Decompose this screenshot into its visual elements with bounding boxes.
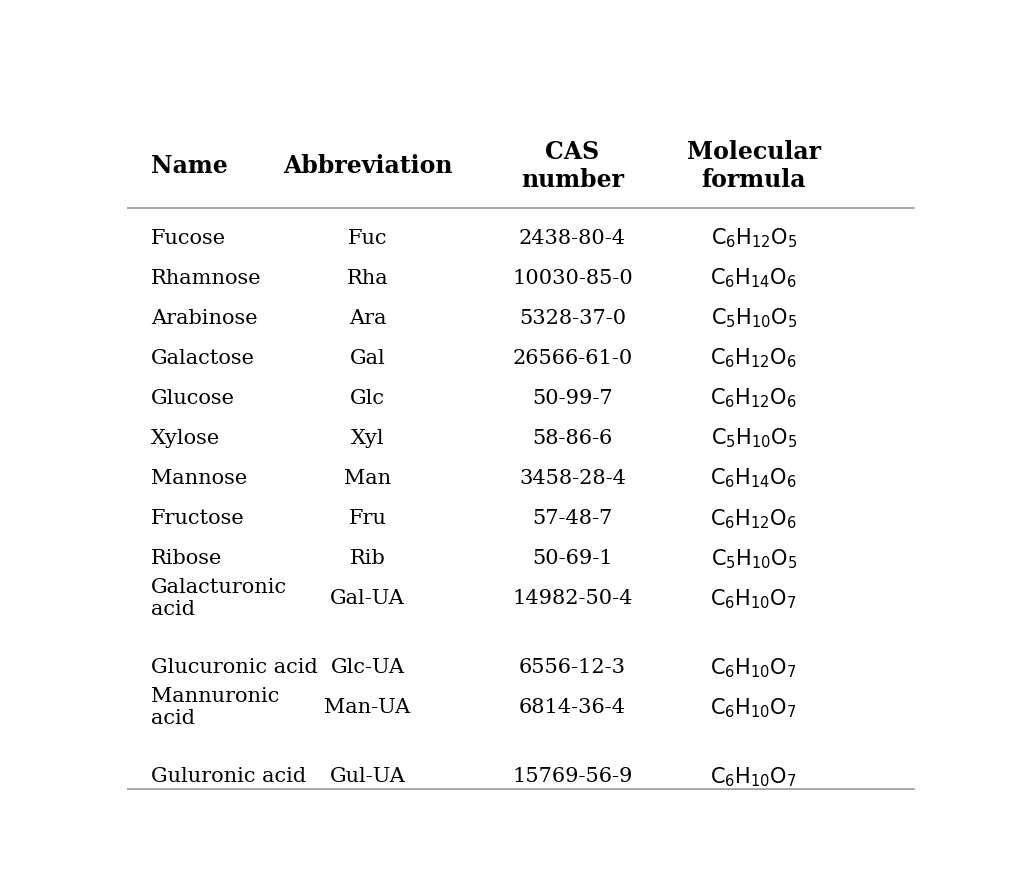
Text: 50-99-7: 50-99-7 <box>532 389 613 409</box>
Text: 5328-37-0: 5328-37-0 <box>519 309 626 328</box>
Text: Gal-UA: Gal-UA <box>331 590 405 608</box>
Text: Fructose: Fructose <box>151 509 244 529</box>
Text: $\mathregular{C_5H_{10}O_5}$: $\mathregular{C_5H_{10}O_5}$ <box>711 306 797 331</box>
Text: $\mathregular{C_6H_{14}O_6}$: $\mathregular{C_6H_{14}O_6}$ <box>710 467 797 490</box>
Text: Ribose: Ribose <box>151 549 222 568</box>
Text: $\mathregular{C_6H_{10}O_7}$: $\mathregular{C_6H_{10}O_7}$ <box>711 587 797 610</box>
Text: 15769-56-9: 15769-56-9 <box>513 767 633 787</box>
Text: 14982-50-4: 14982-50-4 <box>513 590 633 608</box>
Text: Man: Man <box>344 470 392 488</box>
Text: $\mathregular{C_6H_{12}O_5}$: $\mathregular{C_6H_{12}O_5}$ <box>711 227 797 250</box>
Text: 26566-61-0: 26566-61-0 <box>513 349 633 368</box>
Text: $\mathregular{C_6H_{10}O_7}$: $\mathregular{C_6H_{10}O_7}$ <box>711 656 797 679</box>
Text: Xylose: Xylose <box>151 429 220 448</box>
Text: Glucuronic acid: Glucuronic acid <box>151 659 317 677</box>
Text: Xyl: Xyl <box>351 429 384 448</box>
Text: 6814-36-4: 6814-36-4 <box>519 698 625 718</box>
Text: Name: Name <box>151 154 228 178</box>
Text: $\mathregular{C_6H_{12}O_6}$: $\mathregular{C_6H_{12}O_6}$ <box>710 347 797 370</box>
Text: Mannose: Mannose <box>151 470 247 488</box>
Text: Rhamnose: Rhamnose <box>151 269 261 289</box>
Text: Glucose: Glucose <box>151 389 235 409</box>
Text: Abbreviation: Abbreviation <box>283 154 453 178</box>
Text: 6556-12-3: 6556-12-3 <box>519 659 625 677</box>
Text: $\mathregular{C_5H_{10}O_5}$: $\mathregular{C_5H_{10}O_5}$ <box>711 426 797 451</box>
Text: $\mathregular{C_6H_{12}O_6}$: $\mathregular{C_6H_{12}O_6}$ <box>710 387 797 410</box>
Text: Molecular
formula: Molecular formula <box>686 141 821 192</box>
Text: $\mathregular{C_6H_{10}O_7}$: $\mathregular{C_6H_{10}O_7}$ <box>711 696 797 719</box>
Text: Gul-UA: Gul-UA <box>330 767 406 787</box>
Text: Galacturonic
acid: Galacturonic acid <box>151 578 287 619</box>
Text: 58-86-6: 58-86-6 <box>532 429 612 448</box>
Text: Arabinose: Arabinose <box>151 309 257 328</box>
Text: Fucose: Fucose <box>151 229 226 248</box>
Text: Galactose: Galactose <box>151 349 255 368</box>
Text: Mannuronic
acid: Mannuronic acid <box>151 687 279 728</box>
Text: $\mathregular{C_6H_{14}O_6}$: $\mathregular{C_6H_{14}O_6}$ <box>710 267 797 290</box>
Text: Ara: Ara <box>349 309 386 328</box>
Text: 50-69-1: 50-69-1 <box>532 549 613 568</box>
Text: $\mathregular{C_6H_{10}O_7}$: $\mathregular{C_6H_{10}O_7}$ <box>711 765 797 788</box>
Text: Gal: Gal <box>350 349 385 368</box>
Text: 3458-28-4: 3458-28-4 <box>519 470 625 488</box>
Text: 10030-85-0: 10030-85-0 <box>513 269 633 289</box>
Text: Guluronic acid: Guluronic acid <box>151 767 306 787</box>
Text: $\mathregular{C_5H_{10}O_5}$: $\mathregular{C_5H_{10}O_5}$ <box>711 547 797 571</box>
Text: Fru: Fru <box>349 509 386 529</box>
Text: Glc: Glc <box>350 389 385 409</box>
Text: 57-48-7: 57-48-7 <box>532 509 612 529</box>
Text: Rha: Rha <box>347 269 388 289</box>
Text: 2438-80-4: 2438-80-4 <box>519 229 625 248</box>
Text: CAS
number: CAS number <box>521 141 624 192</box>
Text: Man-UA: Man-UA <box>324 698 411 718</box>
Text: Rib: Rib <box>350 549 385 568</box>
Text: Glc-UA: Glc-UA <box>331 659 405 677</box>
Text: $\mathregular{C_6H_{12}O_6}$: $\mathregular{C_6H_{12}O_6}$ <box>710 507 797 530</box>
Text: Fuc: Fuc <box>348 229 387 248</box>
